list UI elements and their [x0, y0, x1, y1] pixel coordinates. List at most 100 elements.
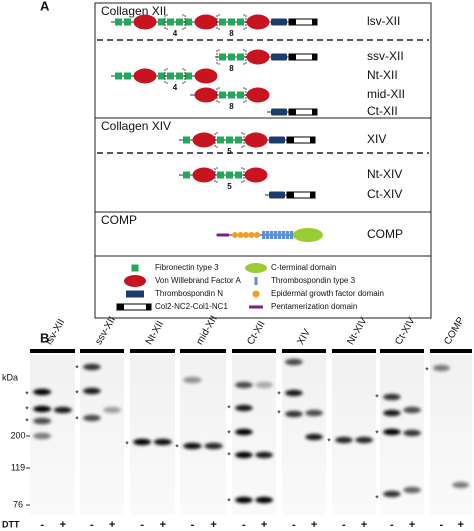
- fn3-domain: [217, 171, 224, 179]
- band: [255, 451, 273, 459]
- col-nc-dark: [312, 54, 317, 60]
- col-nc-dark: [310, 192, 315, 198]
- col-nc-dark: [312, 19, 317, 25]
- band: [133, 438, 152, 446]
- fn3-domain: [183, 171, 190, 179]
- fn3-domain: [237, 91, 244, 99]
- fn3-domain: [237, 18, 244, 26]
- band: [183, 442, 202, 450]
- band: [204, 442, 223, 450]
- fn3-domain: [124, 72, 131, 80]
- dtt-sign: -: [292, 519, 296, 531]
- construct-label: mid-XII: [367, 87, 405, 101]
- band: [383, 409, 401, 417]
- repeat-count: 8: [229, 29, 234, 38]
- fn3-domain: [183, 136, 190, 144]
- col-nc-dark: [289, 19, 296, 25]
- fn3-domain: [167, 72, 174, 80]
- band-asterisk: *: [25, 416, 29, 426]
- repeat-count: 4: [173, 83, 178, 92]
- repeat-count: 8: [229, 64, 234, 73]
- vwa-domain: [133, 14, 157, 30]
- dtt-sign: +: [109, 519, 115, 531]
- band: [83, 363, 101, 371]
- band-asterisk: *: [375, 493, 379, 503]
- band: [33, 388, 52, 396]
- legend-icon: [131, 264, 139, 272]
- band-asterisk: *: [125, 439, 129, 449]
- lane-bar: [332, 349, 376, 353]
- band: [255, 496, 273, 504]
- band: [285, 358, 303, 366]
- col-nc-dark: [310, 137, 315, 143]
- band: [103, 406, 121, 414]
- tspn-domain: [269, 136, 285, 144]
- vwa-domain: [244, 132, 268, 148]
- construct-label: Nt-XIV: [367, 167, 402, 181]
- fn3-domain: [158, 18, 165, 26]
- lane-bar: [180, 349, 226, 353]
- legend-label: Von Willebrand Factor A: [155, 276, 241, 285]
- band: [33, 405, 52, 413]
- band: [383, 428, 401, 436]
- fn3-domain: [115, 18, 122, 26]
- dtt-sign: +: [361, 519, 367, 531]
- repeat-bracket: [164, 14, 186, 30]
- egf-domain: [248, 232, 255, 238]
- egf-domain: [254, 232, 260, 238]
- repeat-bracket: [216, 49, 247, 65]
- lane-label: Ct-XIV: [393, 316, 417, 347]
- band: [285, 389, 303, 397]
- egf-domain: [243, 232, 249, 238]
- dtt-sign: -: [242, 519, 246, 531]
- band: [403, 406, 421, 414]
- band: [452, 481, 470, 489]
- panel-a-frame: [94, 2, 432, 319]
- fn3-domain: [176, 18, 183, 26]
- fn3-domain: [219, 18, 226, 26]
- blot: [130, 355, 175, 515]
- band: [53, 406, 72, 414]
- band: [383, 490, 401, 498]
- tsp3-domain: [274, 231, 278, 239]
- egf-domain: [237, 232, 244, 238]
- dtt-sign: -: [440, 519, 444, 531]
- construct-label: Nt-XII: [367, 68, 398, 82]
- mw-marker: 200: [10, 430, 25, 440]
- band: [83, 387, 101, 395]
- tspn-domain: [271, 53, 287, 61]
- band-asterisk: *: [227, 496, 231, 506]
- tsp3-domain: [266, 231, 270, 239]
- vwa-domain: [246, 49, 270, 65]
- construct-label: Ct-XII: [367, 104, 398, 118]
- tspn-domain: [271, 18, 287, 26]
- repeat-count: 8: [229, 102, 234, 111]
- repeat-count: 4: [173, 29, 178, 38]
- blot: [332, 355, 376, 515]
- band-asterisk: *: [277, 389, 281, 399]
- lane-bar: [282, 349, 326, 353]
- fn3-domain: [185, 18, 192, 26]
- fn3-domain: [235, 171, 242, 179]
- band-asterisk: *: [375, 392, 379, 402]
- band-asterisk: *: [425, 365, 429, 375]
- repeat-count: 5: [227, 147, 232, 156]
- col-nc-dark: [287, 137, 294, 143]
- band: [403, 486, 421, 494]
- lane-label: Nt-XIV: [345, 316, 369, 347]
- fn3-domain: [167, 18, 174, 26]
- tsp3-domain: [262, 231, 266, 239]
- legend-label: Thrombospondin N: [155, 289, 223, 298]
- construct-label: COMP: [367, 227, 403, 241]
- repeat-bracket: [216, 14, 247, 30]
- fn3-domain: [219, 91, 226, 99]
- band: [235, 496, 253, 504]
- band: [153, 438, 172, 446]
- lane-bar: [232, 349, 276, 353]
- lane-bar: [380, 349, 424, 353]
- legend-icon: [252, 290, 260, 298]
- mw-marker: 119: [11, 462, 25, 472]
- vwa-domain: [192, 132, 216, 148]
- band: [255, 381, 273, 389]
